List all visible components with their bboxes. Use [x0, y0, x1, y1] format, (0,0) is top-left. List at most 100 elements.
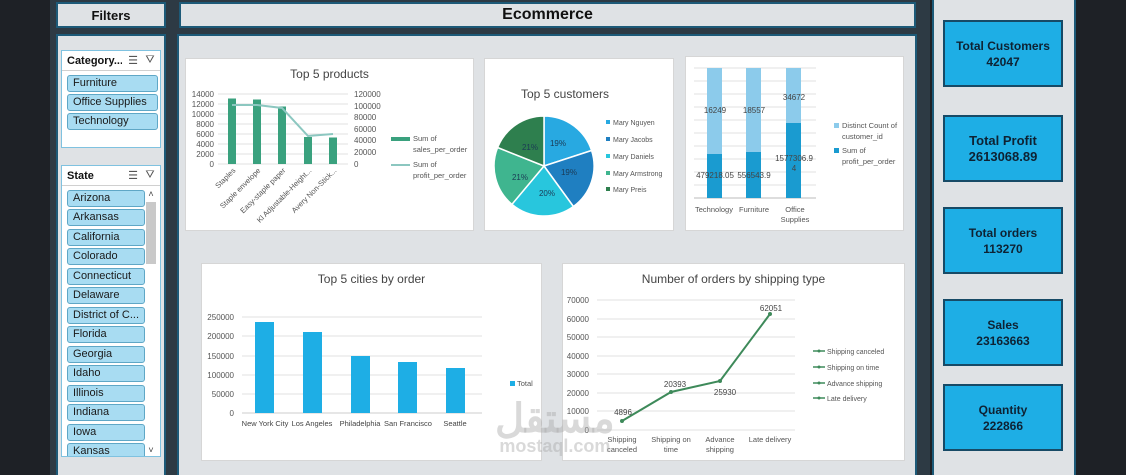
svg-text:Mary Preis: Mary Preis — [613, 187, 647, 194]
svg-text:4: 4 — [792, 164, 797, 173]
kpi-label: Sales — [987, 317, 1019, 332]
svg-text:canceled: canceled — [607, 445, 637, 454]
slicer-item-state[interactable]: Illinois — [67, 384, 145, 402]
svg-text:25930: 25930 — [714, 388, 737, 397]
slicer-item-furniture[interactable]: Furniture — [67, 75, 158, 92]
top-cities-chart[interactable]: Top 5 cities by order 250000 200000 150000… — [201, 263, 542, 461]
multi-select-icon[interactable]: ☰ — [128, 55, 138, 67]
svg-text:San Francisco: San Francisco — [384, 419, 432, 428]
svg-text:Total: Total — [517, 379, 533, 388]
clear-filter-icon[interactable]: ⛛ — [145, 169, 155, 181]
slicer-item-state[interactable]: Florida — [67, 326, 145, 343]
svg-text:Avery Non-Stick...: Avery Non-Stick... — [290, 166, 339, 215]
svg-text:30000: 30000 — [567, 370, 590, 379]
svg-text:time: time — [664, 445, 678, 454]
svg-text:50000: 50000 — [567, 333, 590, 342]
clear-filter-icon[interactable]: ⛛ — [145, 54, 155, 66]
svg-text:Office: Office — [785, 205, 804, 214]
svg-text:4896: 4896 — [614, 408, 632, 417]
kpi-total-profit: Total Profit 2613068.89 — [943, 115, 1063, 182]
kpi-value: 2613068.89 — [968, 148, 1038, 164]
kpi-sales: Sales 23163663 — [943, 299, 1063, 366]
svg-text:60000: 60000 — [567, 315, 590, 324]
svg-text:12000: 12000 — [192, 100, 215, 109]
slicer-item-state[interactable]: Kansas — [67, 443, 145, 456]
svg-text:19%: 19% — [561, 168, 577, 177]
svg-text:20393: 20393 — [664, 380, 687, 389]
svg-text:0: 0 — [210, 160, 215, 169]
kpi-value: 42047 — [986, 54, 1020, 69]
slicer-item-state[interactable]: California — [67, 228, 145, 246]
svg-text:Philadelphia: Philadelphia — [340, 419, 382, 428]
category-slicer-title: Category... — [67, 54, 122, 67]
top-products-chart[interactable]: Top 5 products 14000 12000 10000 8000 6000 4… — [185, 58, 474, 231]
dashboard-title-bar: Ecommerce — [179, 2, 916, 28]
slicer-item-state[interactable]: Idaho — [67, 365, 145, 382]
svg-text:21%: 21% — [512, 173, 528, 182]
kpi-total-customers: Total Customers 42047 — [943, 20, 1063, 87]
slicer-item-state[interactable]: Arkansas — [67, 209, 145, 226]
svg-text:shipping: shipping — [706, 445, 734, 454]
svg-text:20000: 20000 — [567, 389, 590, 398]
svg-text:profit_per_order: profit_per_order — [413, 171, 467, 180]
svg-text:120000: 120000 — [354, 90, 381, 99]
chart-title: Number of orders by shipping type — [641, 272, 826, 286]
kpi-total-orders: Total orders 113270 — [943, 207, 1063, 274]
svg-text:479218.05: 479218.05 — [696, 171, 734, 180]
svg-text:556543.9: 556543.9 — [737, 171, 771, 180]
svg-text:Sum of: Sum of — [413, 160, 438, 169]
scrollbar-thumb[interactable] — [146, 202, 156, 264]
svg-text:Furniture: Furniture — [739, 205, 769, 214]
slicer-item-state[interactable]: Iowa — [67, 423, 145, 441]
svg-text:10000: 10000 — [192, 110, 215, 119]
svg-text:0: 0 — [585, 426, 590, 435]
svg-text:0: 0 — [354, 160, 359, 169]
slicer-item-state[interactable]: Delaware — [67, 287, 145, 304]
svg-text:4000: 4000 — [196, 140, 214, 149]
svg-text:sales_per_order: sales_per_order — [413, 145, 468, 154]
scroll-up-icon[interactable]: ˄ — [148, 189, 154, 199]
svg-text:40000: 40000 — [354, 136, 377, 145]
svg-text:100000: 100000 — [207, 371, 234, 380]
svg-text:Shipping canceled: Shipping canceled — [827, 349, 884, 356]
svg-text:Mary Daniels: Mary Daniels — [613, 154, 654, 161]
right-margin — [1080, 0, 1126, 475]
category-profit-customers-chart[interactable]: 16249 18557 34672 479218.05 556543.9 157… — [685, 56, 904, 231]
slicer-item-state[interactable]: District of C... — [67, 306, 145, 324]
kpi-label: Total Profit — [969, 132, 1037, 148]
shipping-type-chart[interactable]: Number of orders by shipping type 70000 6… — [562, 263, 905, 461]
kpi-panel: Total Customers 42047 Total Profit 26130… — [932, 0, 1076, 475]
svg-text:Mary Nguyen: Mary Nguyen — [613, 120, 655, 127]
slicer-item-office-supplies[interactable]: Office Supplies — [67, 94, 158, 111]
kpi-label: Total Customers — [956, 38, 1050, 53]
chart-title: Top 5 customers — [520, 87, 610, 101]
top-customers-chart[interactable]: Top 5 customers 19% 19% 20% 21% 21% Mary… — [484, 58, 674, 231]
svg-text:Mary Jacobs: Mary Jacobs — [613, 137, 653, 144]
svg-text:14000: 14000 — [192, 90, 215, 99]
filters-header: Filters — [56, 2, 166, 28]
state-slicer-scrollbar[interactable]: ˄ ˅ — [146, 188, 156, 455]
slicer-item-state[interactable]: Arizona — [67, 189, 145, 207]
svg-text:2000: 2000 — [196, 150, 214, 159]
svg-text:0: 0 — [230, 409, 235, 418]
slicer-item-state[interactable]: Georgia — [67, 345, 145, 363]
svg-text:18557: 18557 — [743, 106, 766, 115]
svg-text:250000: 250000 — [207, 313, 234, 322]
slicer-item-state[interactable]: Indiana — [67, 404, 145, 421]
svg-text:Easy-staple paper: Easy-staple paper — [238, 166, 287, 215]
svg-text:20%: 20% — [539, 189, 555, 198]
slicer-item-state[interactable]: Colorado — [67, 248, 145, 265]
category-slicer-header: Category... ☰ ⛛ — [62, 51, 160, 71]
slicer-item-state[interactable]: Connecticut — [67, 267, 145, 285]
svg-text:34672: 34672 — [783, 93, 806, 102]
scroll-down-icon[interactable]: ˅ — [148, 445, 154, 455]
top-customers-plot: 19% 19% 20% 21% 21% Mary Nguyen Mary Jac… — [493, 115, 663, 217]
svg-text:Shipping: Shipping — [607, 435, 636, 444]
top-cities-plot: 250000 200000 150000 100000 50000 0 New York… — [207, 313, 533, 428]
multi-select-icon[interactable]: ☰ — [128, 170, 138, 182]
category-stacked-plot: 16249 18557 34672 479218.05 556543.9 157… — [694, 67, 898, 224]
slicer-item-technology[interactable]: Technology — [67, 113, 158, 130]
left-margin — [0, 0, 50, 475]
svg-text:customer_id: customer_id — [842, 132, 883, 141]
